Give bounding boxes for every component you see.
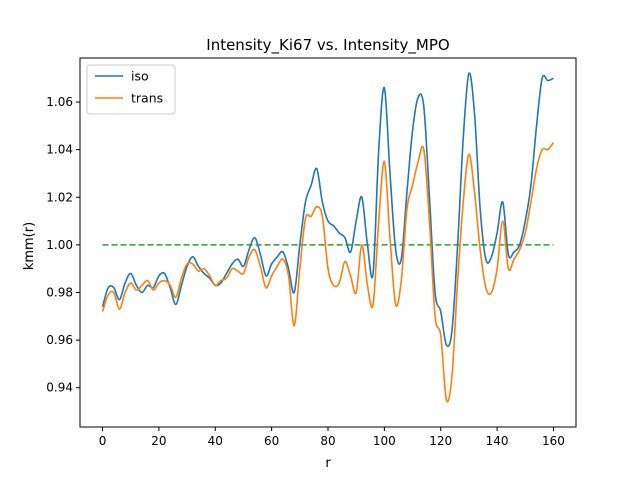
x-axis-label: r	[325, 456, 331, 471]
x-tick-label: 100	[373, 434, 396, 448]
y-tick-label: 0.96	[46, 333, 73, 347]
y-axis-label: kmm(r)	[22, 222, 37, 270]
series-line-trans	[101, 142, 555, 403]
y-tick-label: 1.04	[46, 143, 73, 157]
x-tick-label: 140	[486, 434, 509, 448]
legend-label-trans: trans	[131, 91, 163, 106]
legend: iso trans	[86, 64, 176, 115]
x-tick-label: 20	[151, 434, 166, 448]
chart-title: Intensity_Ki67 vs. Intensity_MPO	[206, 36, 449, 55]
legend-box	[86, 64, 176, 115]
plot-area: 0 20 40 60 80 100 120 140 160 0.94 0.96 0.98 1.00 1.0…	[46, 57, 577, 448]
x-tick-label: 60	[264, 434, 279, 448]
series-line-iso	[101, 72, 554, 348]
x-tick-label: 0	[99, 434, 107, 448]
x-tick-label: 120	[429, 434, 452, 448]
x-tick-label: 160	[542, 434, 565, 448]
y-tick-label: 1.06	[46, 95, 73, 109]
y-tick-label: 1.00	[46, 238, 73, 252]
legend-label-iso: iso	[131, 69, 149, 84]
y-tick-label: 1.02	[46, 190, 73, 204]
x-tick-label: 80	[320, 434, 335, 448]
y-tick-label: 0.98	[46, 285, 73, 299]
x-tick-label: 40	[208, 434, 223, 448]
y-tick-label: 0.94	[46, 381, 73, 395]
